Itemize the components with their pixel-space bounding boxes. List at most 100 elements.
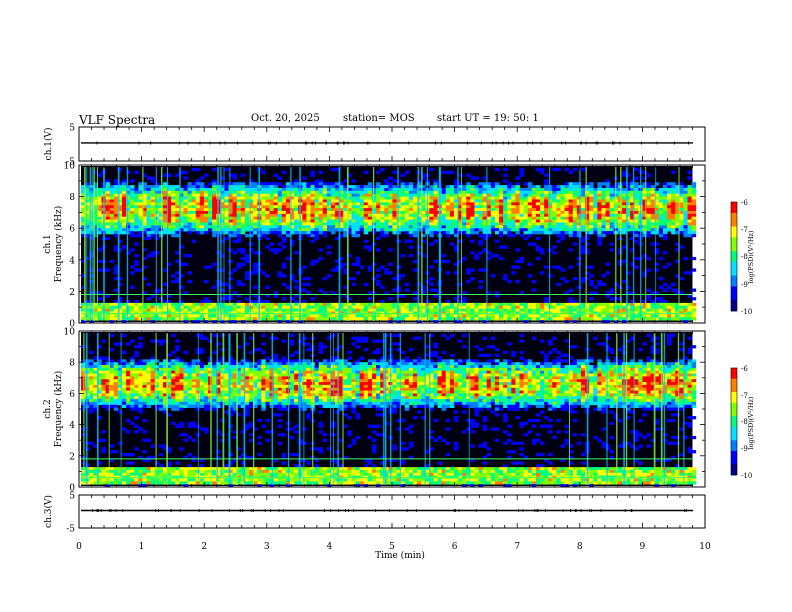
spectrogram-cell <box>453 187 459 192</box>
spectrogram-cell <box>281 314 287 318</box>
spectrogram-cell <box>142 256 147 261</box>
spectrogram-cell <box>589 279 594 284</box>
spectrogram-cell <box>187 222 193 226</box>
spectrogram-cell <box>519 219 525 223</box>
spectrogram-cell <box>281 193 287 197</box>
spectrogram-cell <box>85 302 90 307</box>
spectrogram-cell <box>203 222 209 226</box>
spectrogram-cell <box>384 199 389 203</box>
spectrogram-cell <box>544 305 549 310</box>
spectrogram-cell <box>339 196 344 200</box>
spectrogram-cell <box>470 268 475 272</box>
spectrogram-cell <box>81 274 86 278</box>
spectrogram-cell <box>671 225 676 229</box>
spectrogram-cell <box>609 302 615 307</box>
spectrogram-cell <box>187 193 193 197</box>
spectrogram-cell <box>171 205 176 209</box>
spectrogram-cell <box>150 202 156 206</box>
spectrogram-cell <box>199 216 205 220</box>
spectrogram-cell <box>527 225 533 229</box>
spectrogram-cell <box>314 314 320 318</box>
spectrogram-cell <box>408 225 414 229</box>
spectrogram-cell <box>474 187 479 192</box>
spectrogram-cell <box>285 187 291 192</box>
spectrogram-cell <box>113 228 119 232</box>
spectrogram-cell <box>208 265 213 269</box>
spectrogram-cell <box>203 320 209 324</box>
spectrogram-cell <box>408 185 414 189</box>
spectrogram-cell <box>195 228 201 232</box>
spectrogram-cell <box>662 308 668 312</box>
spectrogram-cell <box>142 196 147 200</box>
spectrogram-cell <box>339 225 344 229</box>
spectrogram-cell <box>527 190 533 195</box>
spectrogram-cell <box>572 219 578 223</box>
spectrogram-cell <box>552 225 557 229</box>
spectrogram-cell <box>482 182 488 186</box>
spectrogram-cell <box>474 185 479 189</box>
spectrogram-cell <box>417 225 422 229</box>
spectrogram-cell <box>199 185 205 189</box>
spectrogram-cell <box>240 202 246 206</box>
spectrogram-cell <box>388 317 393 321</box>
spectrogram-cell <box>232 308 238 312</box>
spectrogram-cell <box>412 305 418 310</box>
spectrogram-cell <box>687 233 693 238</box>
spectrogram-cell <box>630 305 635 310</box>
spectrogram-cell <box>490 190 496 195</box>
spectrogram-cell <box>81 472 86 477</box>
spectrogram-cell <box>580 205 586 209</box>
spectrogram-cell <box>236 236 242 241</box>
spectrogram-cell <box>306 187 311 192</box>
spectrogram-cell <box>458 193 463 197</box>
spectrogram-cell <box>236 239 242 243</box>
spectrogram-cell <box>458 302 463 307</box>
spectrogram-cell <box>601 193 606 197</box>
spectrogram-cell <box>314 202 320 206</box>
spectrogram-cell <box>650 185 656 189</box>
spectrogram-cell <box>540 187 545 192</box>
spectrogram-cell <box>458 282 463 287</box>
spectrogram-cell <box>150 317 156 321</box>
spectrogram-cell <box>330 202 336 206</box>
spectrogram-cell <box>683 317 688 321</box>
spectrogram-cell <box>335 259 340 264</box>
spectrogram-cell <box>650 231 656 235</box>
spectrogram-cell <box>81 320 86 324</box>
spectrogram-cell <box>212 179 217 183</box>
spectrogram-cell <box>417 179 422 183</box>
spectrogram-cell <box>654 314 660 318</box>
spectrogram-cell <box>121 308 127 312</box>
spectrogram-cell <box>130 225 135 229</box>
spectrogram-cell <box>224 228 229 232</box>
spectrogram-cell <box>162 282 168 287</box>
spectrogram-cell <box>667 302 672 307</box>
spectrogram-cell <box>380 314 385 318</box>
spectrogram-cell <box>130 231 135 235</box>
spectrogram-cell <box>662 187 668 192</box>
spectrogram-cell <box>154 288 160 292</box>
spectrogram-cell <box>85 233 90 238</box>
spectrogram-cell <box>195 182 201 186</box>
spectrogram-cell <box>81 365 86 369</box>
spectrogram-cell <box>343 213 348 218</box>
spectrogram-cell <box>330 231 336 235</box>
spectrogram-cell <box>355 187 361 192</box>
spectrogram-cell <box>466 225 471 229</box>
spectrogram-cell <box>146 236 152 241</box>
spectrogram-cell <box>376 219 381 223</box>
spectrogram-cell <box>675 248 680 252</box>
spectrogram-cell <box>117 305 123 310</box>
spectrogram-cell <box>593 190 598 195</box>
spectrogram-cell <box>580 248 586 252</box>
spectrogram-cell <box>253 294 258 298</box>
spectrogram-cell <box>642 182 647 186</box>
spectrogram-cell <box>486 222 492 226</box>
spectrogram-cell <box>449 225 455 229</box>
spectrogram-cell <box>318 231 324 235</box>
spectrogram-cell <box>183 302 188 307</box>
spectrogram-cell <box>466 216 471 220</box>
spectrogram-cell <box>105 202 111 206</box>
spectrogram-cell <box>609 196 615 200</box>
spectrogram-cell <box>486 291 492 295</box>
